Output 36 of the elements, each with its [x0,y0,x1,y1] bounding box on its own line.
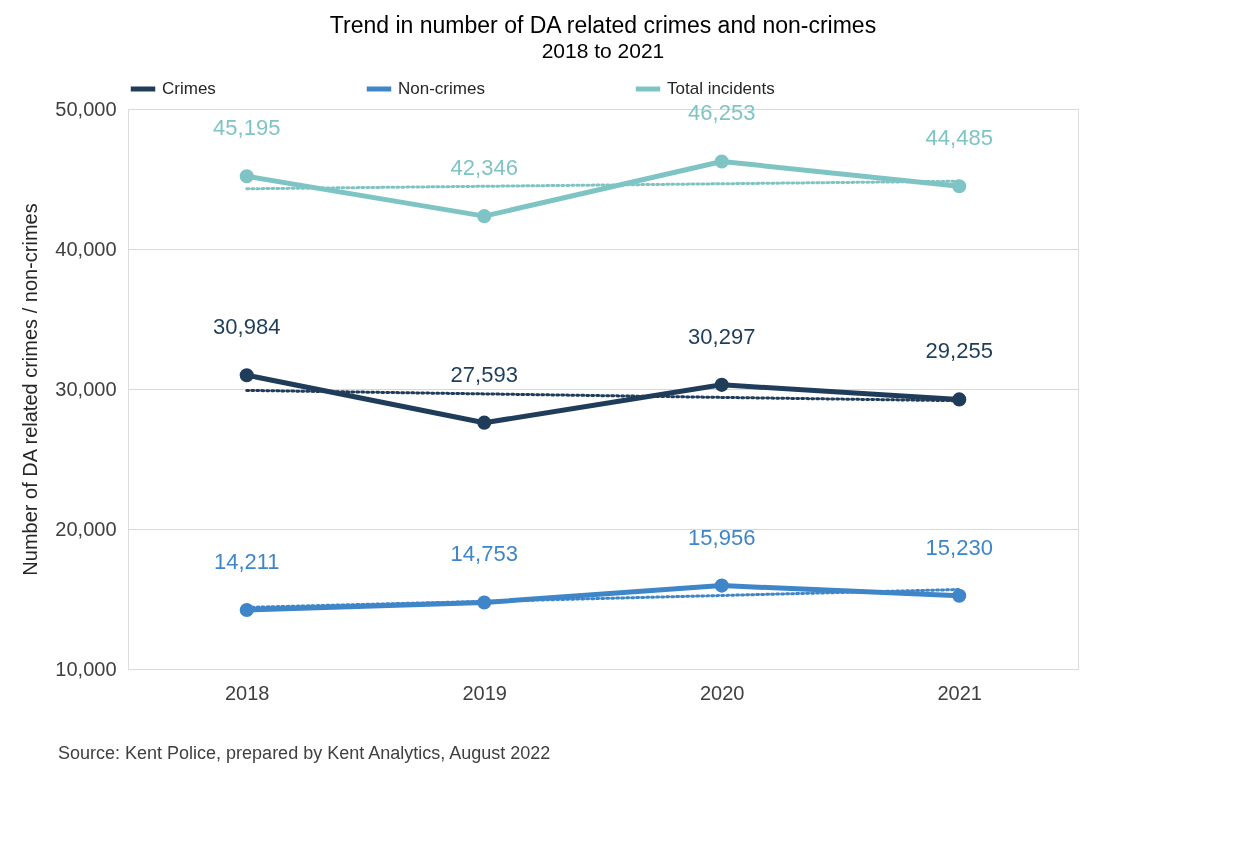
legend-label: Total incidents [667,79,775,98]
x-tick-label: 2018 [225,681,270,704]
data-label: 15,956 [688,524,756,550]
data-label: 44,485 [925,125,993,151]
x-tick-label: 2021 [937,681,982,704]
data-label: 27,593 [450,361,518,387]
data-label: 29,255 [925,338,993,364]
chart-title: Trend in number of DA related crimes and non-crimes [329,12,877,38]
data-label: 14,211 [213,549,280,575]
point [952,588,967,603]
x-tick-label: 2020 [700,681,745,704]
data-label: 45,195 [213,115,281,141]
point [477,415,492,430]
point [714,154,729,169]
legend-label: Crimes [162,79,216,98]
point [239,169,254,184]
source-note: Source: Kent Police, prepared by Kent Analytics, August 2022 [58,743,551,763]
point [714,578,729,593]
point [714,377,729,392]
data-label: 42,346 [450,155,518,181]
y-tick-label: 20,000 [55,517,117,540]
point [477,209,492,224]
data-label: 30,297 [688,323,756,349]
y-tick-label: 30,000 [55,377,117,400]
data-label: 30,984 [213,314,281,340]
y-tick-label: 50,000 [55,97,117,120]
y-tick-label: 40,000 [55,237,117,260]
chart-subtitle: 2018 to 2021 [541,39,665,62]
x-tick-label: 2019 [462,681,507,704]
y-tick-label: 10,000 [55,657,117,680]
data-label: 14,753 [450,541,518,567]
y-axis-title: Number of DA related crimes / non-crimes [19,203,42,576]
data-label: 15,230 [925,534,993,560]
legend-label: Non-crimes [398,79,485,98]
data-label: 46,253 [688,100,756,126]
point [239,368,254,383]
